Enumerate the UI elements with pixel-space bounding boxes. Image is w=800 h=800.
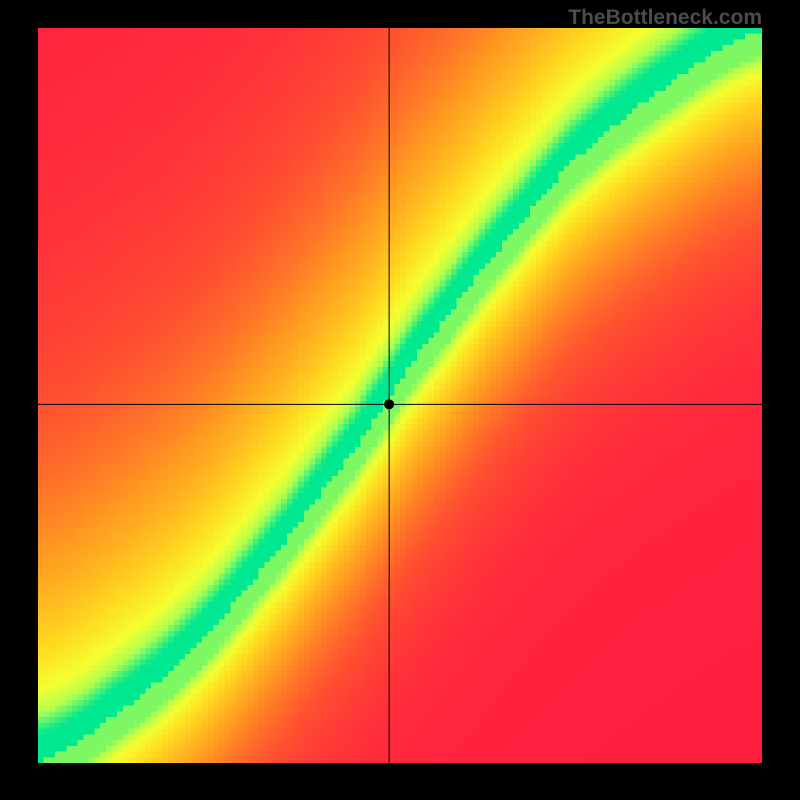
watermark-text: TheBottleneck.com <box>568 6 762 30</box>
bottleneck-heatmap <box>38 28 762 763</box>
chart-container: TheBottleneck.com <box>0 0 800 800</box>
